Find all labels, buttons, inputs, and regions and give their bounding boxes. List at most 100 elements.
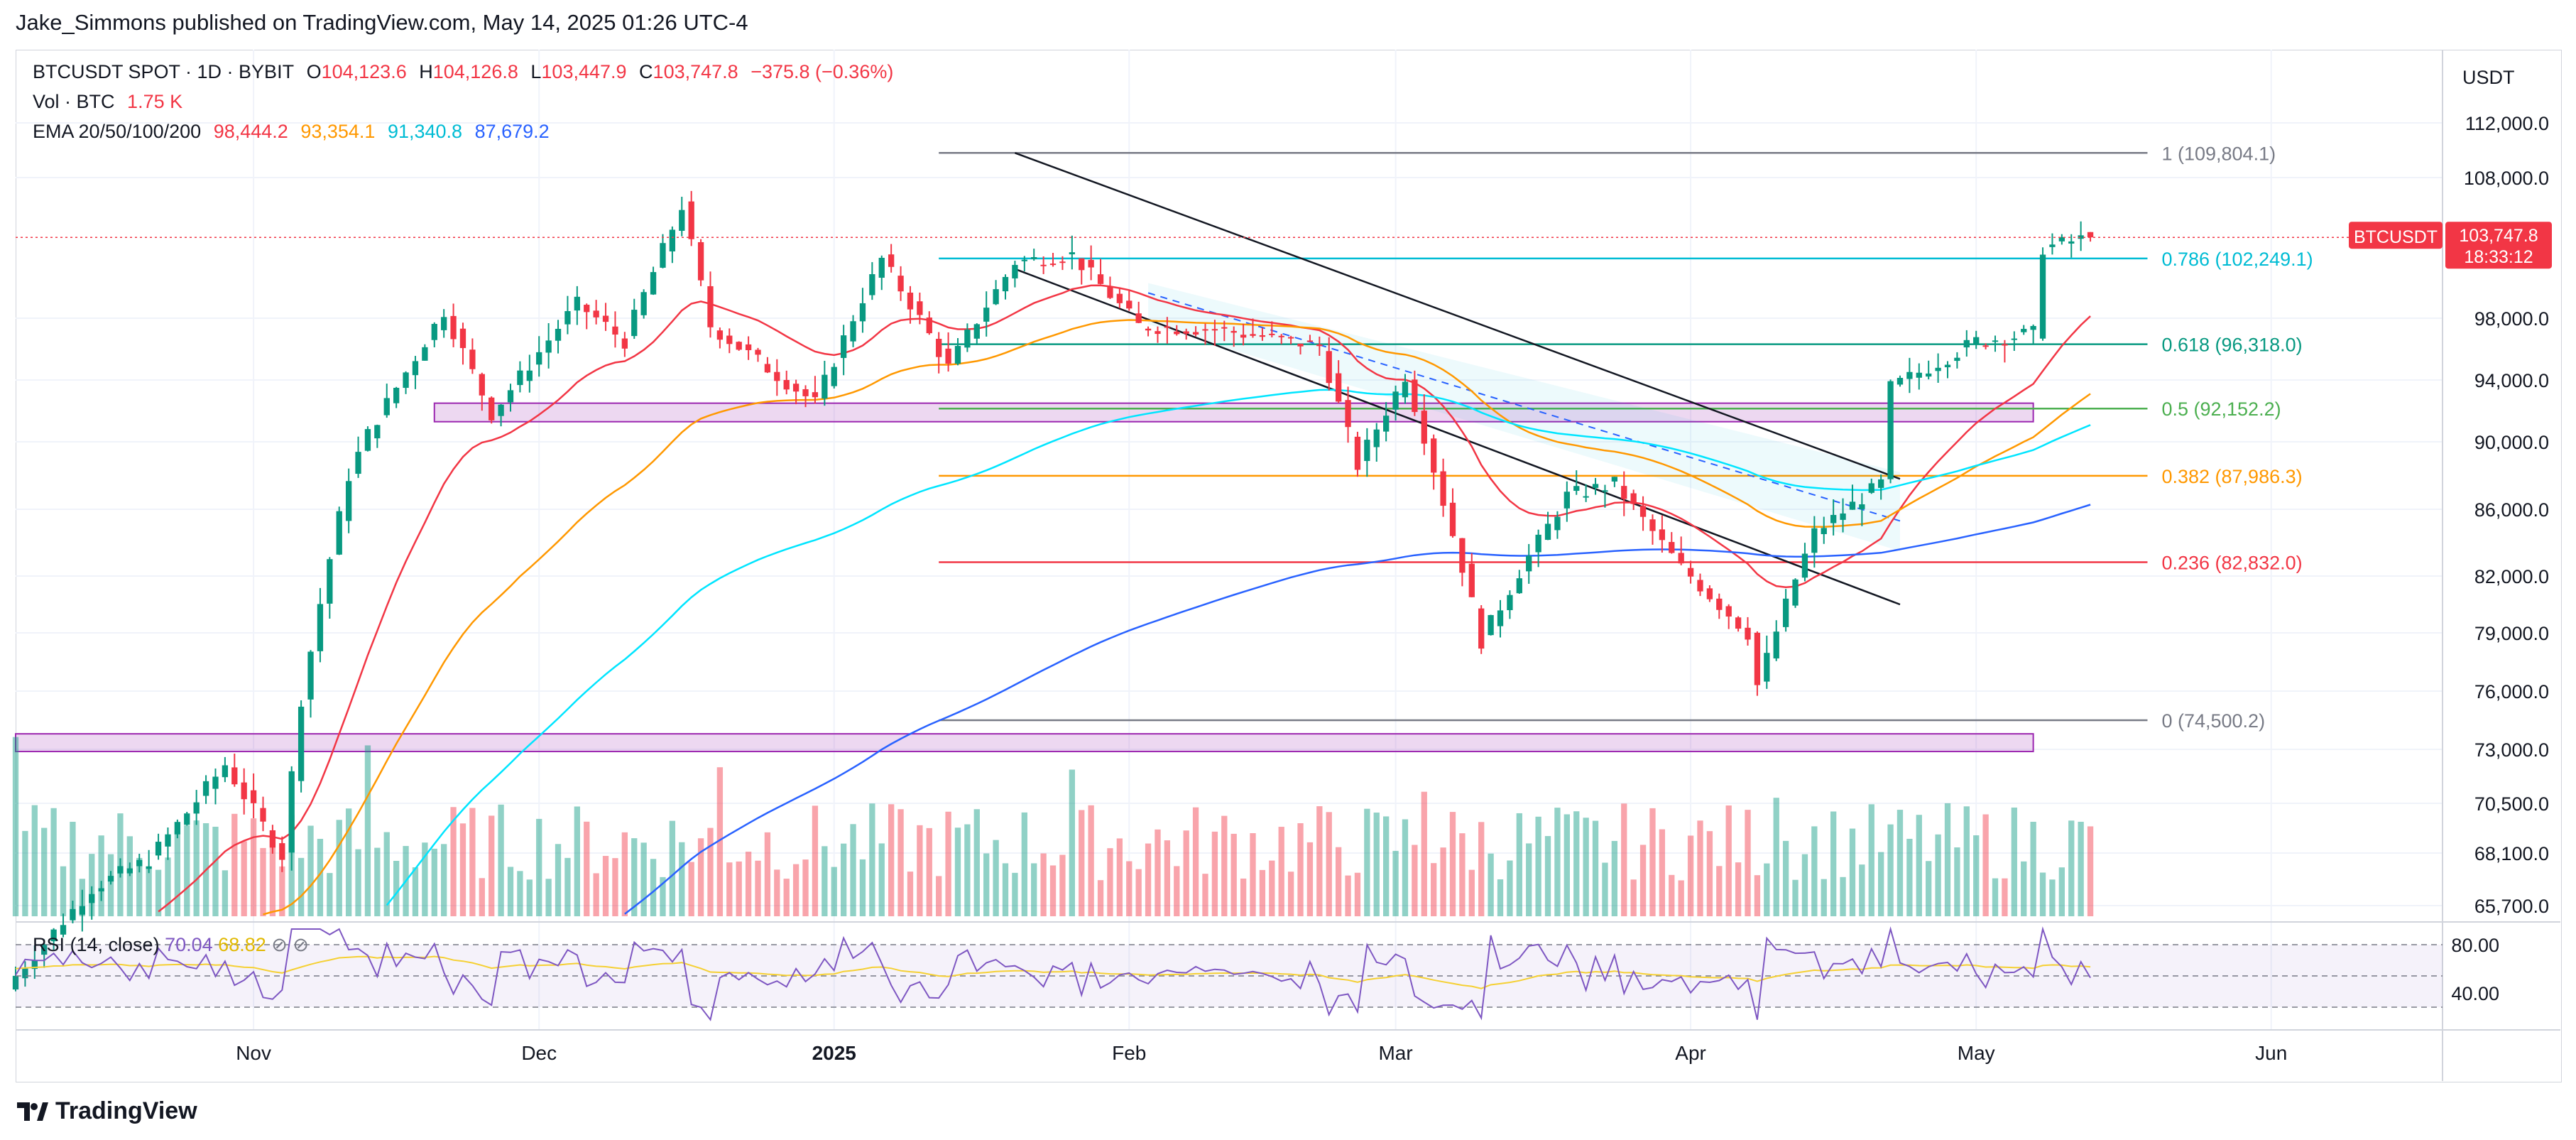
volume-bar [1706,831,1713,916]
volume-bar [602,856,609,916]
symbol-badge-text: BTCUSDT [2354,227,2438,247]
channel-line [1014,152,1901,480]
volume-bar [50,808,57,916]
candle-body [279,843,285,860]
volume-bar [1107,848,1113,916]
volume-bar [498,804,504,916]
volume-bar [1678,880,1684,916]
volume-bar [489,815,495,916]
candle-body [1392,391,1399,410]
volume-bar [1240,878,1247,916]
candle-body [1164,326,1171,328]
rsi-legend: RSI (14, close) 70.04 68.82 ⊘ ⊘ [33,934,309,956]
ema-label[interactable]: EMA 20/50/100/200 [33,121,202,142]
candle-body [1449,502,1456,536]
candle-body [964,330,971,348]
candle-body [792,384,799,392]
volume-bar [193,820,200,916]
volume-bar [792,864,799,916]
volume-bar [802,859,809,916]
volume-bar [1383,816,1390,916]
volume-bar [1639,845,1647,916]
volume-bar [1621,803,1627,916]
candle-body [459,328,466,349]
candle-body [126,868,133,874]
open-value: 104,123.6 [321,61,407,82]
volume-bar [783,879,790,916]
candle-body [1126,300,1133,309]
candle-body [479,374,485,396]
candle-body [859,303,866,322]
price-zone [15,733,2034,753]
candle-body [983,308,990,322]
candle-body [993,289,999,305]
volume-bar [1725,805,1732,916]
price-tick-label: 108,000.0 [2464,168,2549,189]
volume-bar [317,839,324,916]
candle-body [831,367,837,386]
volume-bar [936,876,942,916]
volume-bar [574,806,580,916]
volume-bar [1211,831,1218,916]
volume-bar [1782,840,1789,916]
candle-body [697,241,704,281]
volume-bar [1021,812,1027,916]
low-label: L [530,61,542,82]
candle-body [640,292,647,315]
candle-body [383,398,390,416]
volume-bar [869,803,875,916]
volume-bar [1583,818,1589,916]
tradingview-logo[interactable]: TradingView [16,1097,197,1125]
volume-bar [222,870,229,916]
candle-body [1012,264,1018,278]
ema-20-line [158,284,2091,913]
volume-bar [1896,810,1904,916]
volume-bar [212,826,219,916]
volume-bar [336,820,342,916]
candle-body [593,310,599,317]
rsi-label[interactable]: RSI (14, close) [33,934,160,955]
volume-bar [60,866,67,916]
price-tick-label: 86,000.0 [2474,499,2549,521]
candle-body [1440,471,1446,506]
volume-bar [545,879,552,916]
volume-label[interactable]: Vol · BTC [33,91,115,112]
candle-body [193,802,200,814]
candle-body [1659,529,1666,541]
candle-body [2049,244,2056,247]
candle-body [736,342,742,350]
candle-body [107,876,114,882]
candle-body [1792,579,1799,606]
volume-bar [1868,804,1874,916]
volume-bar [165,857,171,916]
candle-body [1155,331,1161,335]
candle-body [917,301,923,315]
candle-body [1669,542,1675,553]
volume-bar [184,825,190,916]
volume-bar [1174,866,1180,916]
volume-bar [1935,834,1941,916]
candle-body [165,834,171,847]
candle-body [60,925,67,935]
price-tick-label: 70,500.0 [2474,793,2549,815]
volume-bar [707,827,714,916]
volume-bar [146,868,152,916]
candle-body [374,425,381,439]
candle-body [555,328,562,341]
candle-body [269,830,276,848]
volume-bar [107,854,114,916]
candle-body [1849,501,1856,510]
candle-body [726,335,733,344]
candle-body [517,370,523,386]
time-tick-label: Feb [1112,1042,1146,1064]
volume-bar [155,869,162,916]
candle-body [364,429,371,451]
candle-body [1830,514,1837,523]
volume-bar [993,840,999,916]
symbol-title[interactable]: BTCUSDT SPOT · 1D · BYBIT [33,61,295,82]
high-label: H [419,61,433,82]
candle-body [507,390,514,403]
volume-bar [1202,874,1208,916]
volume-bar [1554,808,1561,916]
